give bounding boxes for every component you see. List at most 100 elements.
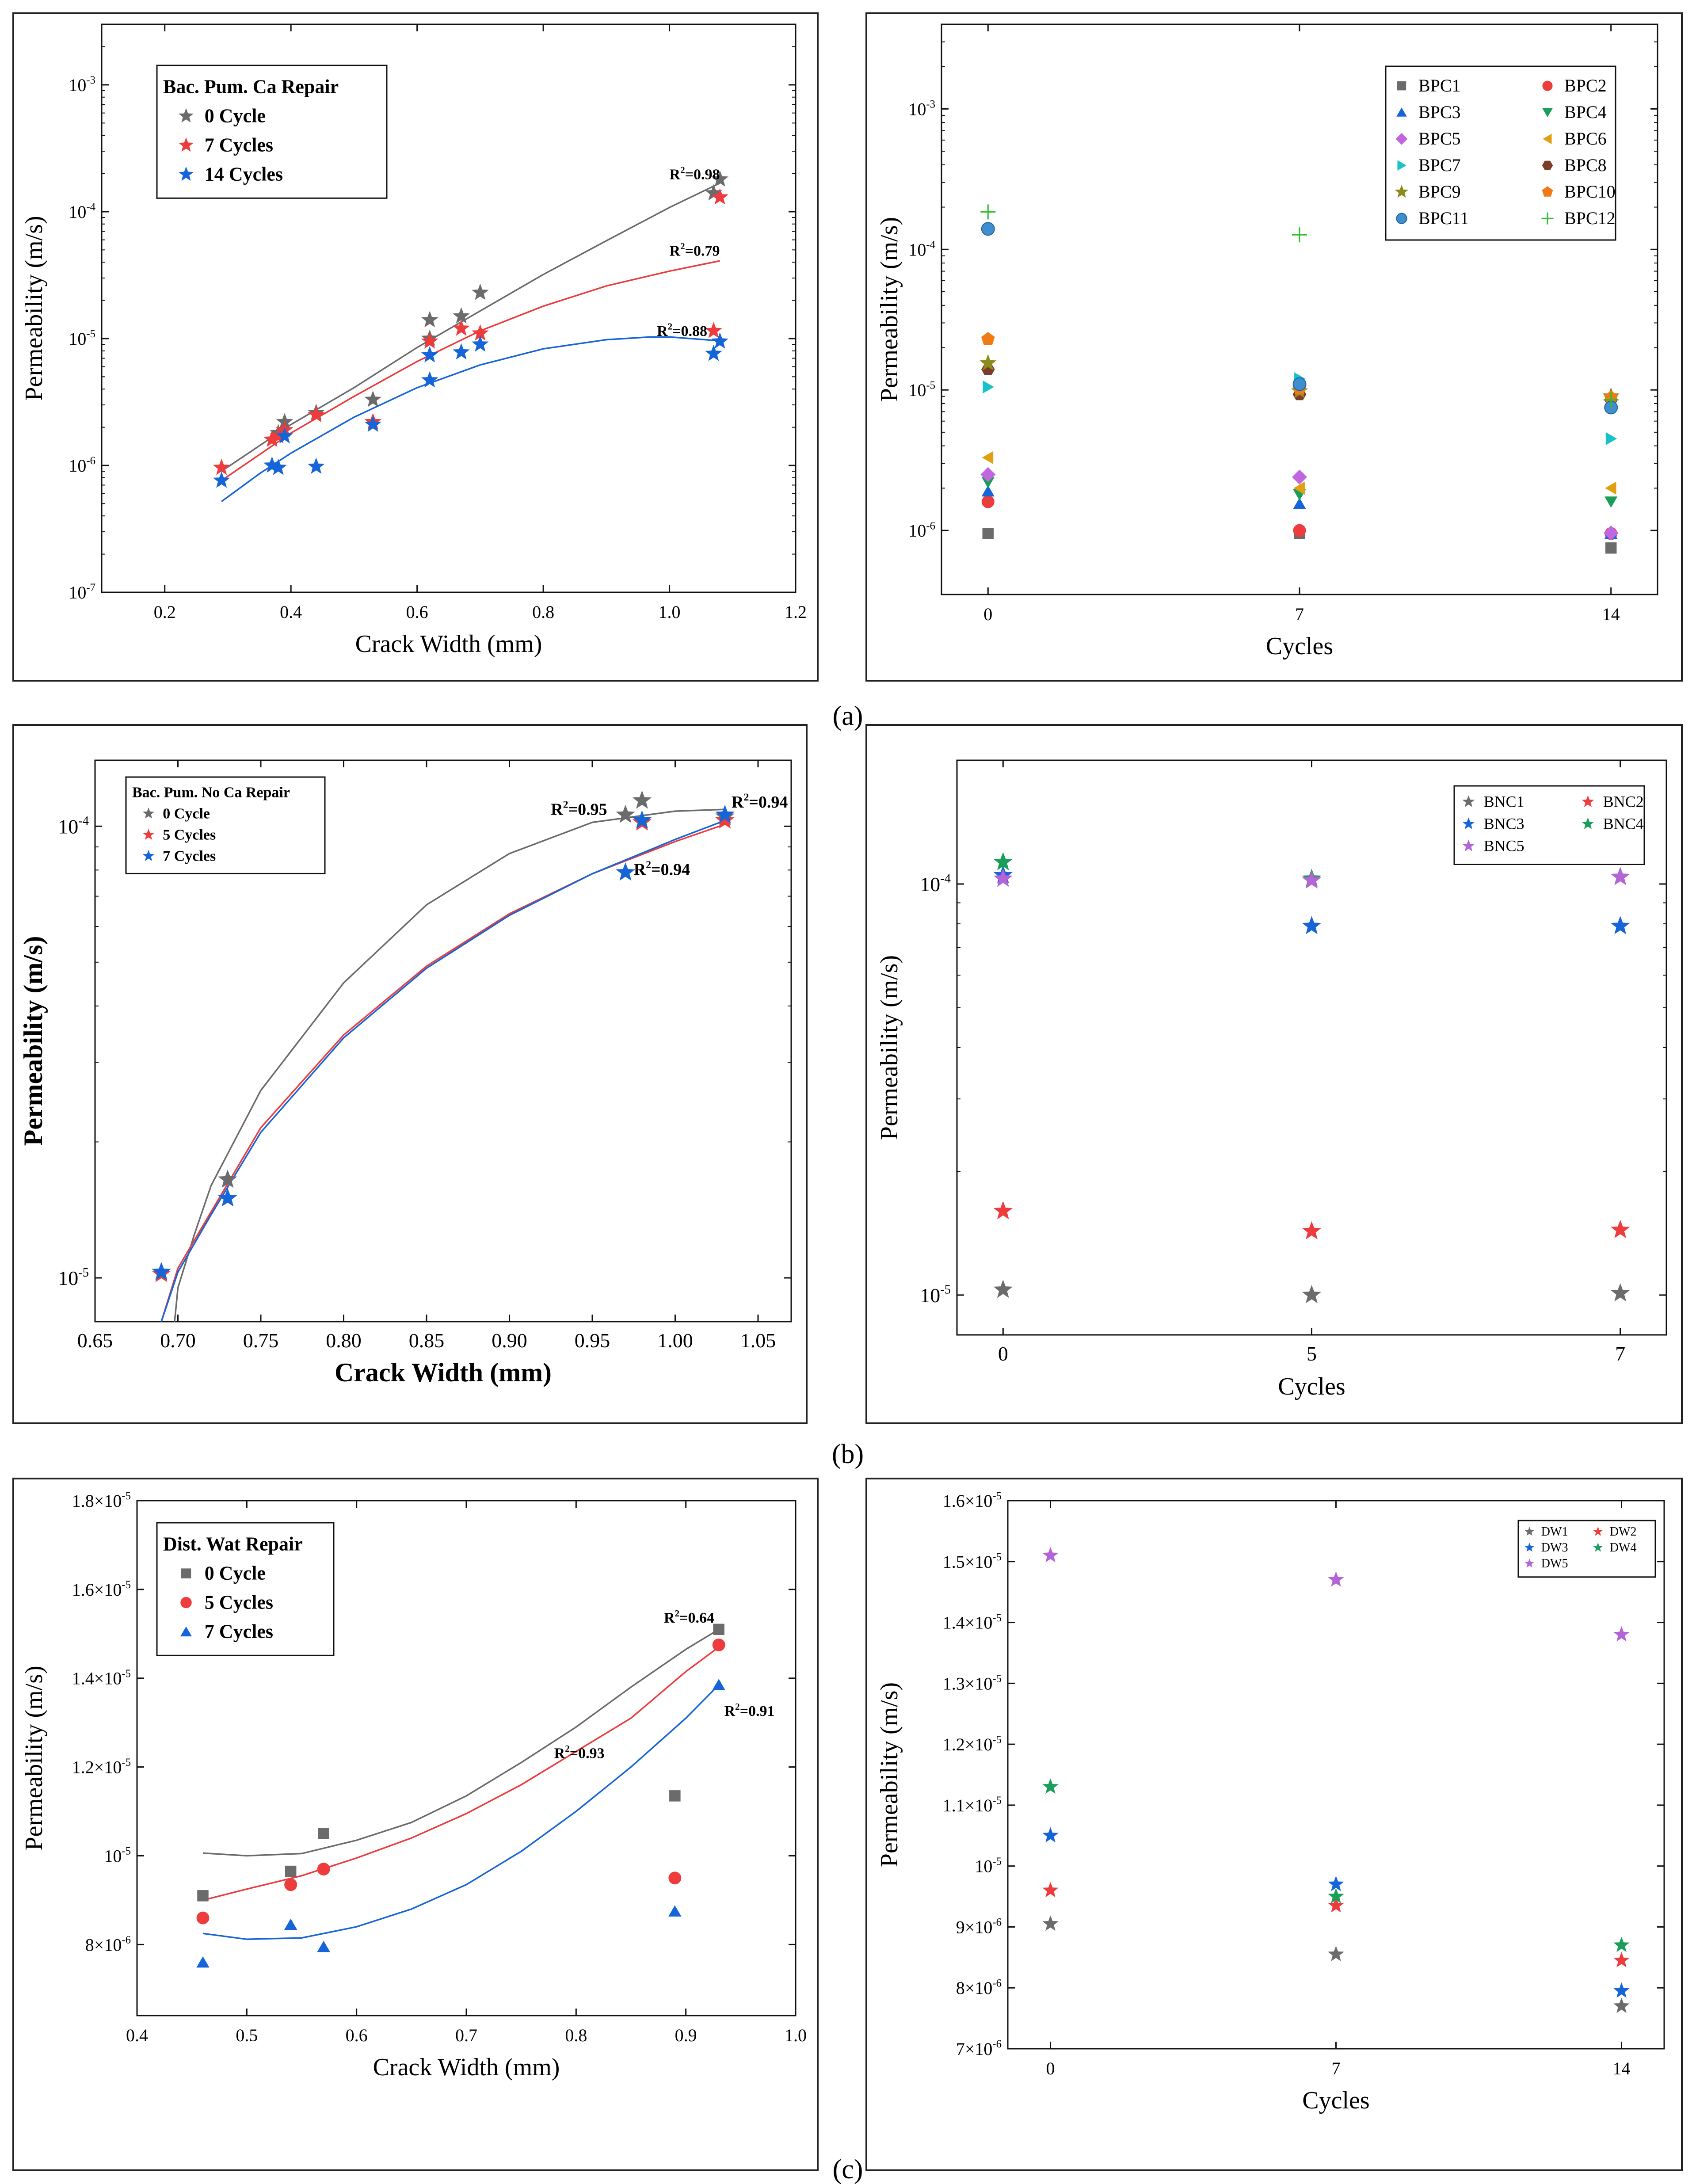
data-point [981, 332, 995, 345]
y-axis-title: Permeability (m/s) [19, 936, 48, 1146]
x-tick-label: 5 [1307, 1342, 1317, 1365]
chart-c-left: 8×10-6 10-5 1.2×10-5 1.4×10-5 1.6×10-5 1.8×10… [12, 1478, 819, 2171]
data-point [1302, 1285, 1322, 1304]
x-tick-label: 1.00 [657, 1329, 693, 1352]
data-point [979, 354, 997, 371]
data-point [632, 810, 652, 829]
r2-label: R2=0.91 [724, 1701, 775, 1719]
y-tick-label: 10-5 [908, 379, 935, 400]
y-tick-label: 1.2×10-5 [943, 1734, 1002, 1754]
y-tick-label: 1.5×10-5 [943, 1551, 1002, 1572]
y-tick-label: 1.2×10-5 [72, 1757, 131, 1777]
fit-curve [160, 823, 725, 1322]
legend-marker [181, 1568, 191, 1578]
y-axis-title: Permeability (m/s) [876, 955, 903, 1140]
data-point [1613, 1982, 1630, 1998]
data-point [263, 431, 281, 447]
data-point [1292, 469, 1307, 485]
data-point [1302, 870, 1322, 889]
legend-label: BPC9 [1418, 182, 1461, 202]
r2-label: R2=0.95 [551, 799, 607, 819]
legend-marker [178, 137, 194, 152]
y-axis-title: Permeability (m/s) [876, 217, 903, 402]
y-tick-label: 8×10-6 [956, 1977, 1002, 1998]
data-point [713, 1624, 724, 1635]
data-point [981, 485, 995, 497]
legend-label: BPC5 [1418, 129, 1461, 149]
data-point [668, 1871, 682, 1885]
data-point [1613, 1997, 1630, 2013]
legend-title: Bac. Pum. Ca Repair [163, 76, 339, 98]
legend-marker [1524, 1558, 1535, 1568]
legend-title: Dist. Wat Repair [163, 1533, 303, 1555]
data-point [1328, 1888, 1344, 1904]
legend-marker [1542, 186, 1553, 197]
data-point [668, 1905, 682, 1917]
legend-label: BPC3 [1418, 102, 1461, 122]
fit-curve [202, 1646, 720, 1901]
legend-marker [1462, 839, 1475, 851]
x-tick-label: 0.4 [280, 602, 302, 622]
data-point [453, 343, 470, 360]
data-point [421, 311, 438, 328]
data-point [1603, 392, 1619, 408]
data-point [421, 346, 438, 362]
y-tick-label: 1.6×10-5 [72, 1579, 131, 1600]
r2-label: R2=0.93 [554, 1743, 605, 1761]
data-point [993, 1201, 1013, 1220]
legend-box [1517, 1520, 1656, 1578]
x-tick-label: 0.90 [492, 1329, 527, 1352]
data-point [993, 869, 1013, 887]
panel-frame [12, 12, 819, 682]
data-point [1611, 867, 1630, 885]
data-point [270, 427, 287, 444]
data-point [1042, 1915, 1059, 1931]
legend-box [1385, 65, 1616, 241]
plot-area [101, 23, 797, 593]
data-point [980, 467, 996, 482]
x-axis-title: Crack Width (mm) [335, 1358, 552, 1387]
legend-marker [1524, 1526, 1535, 1536]
data-point [712, 1638, 725, 1651]
legend-marker [1397, 160, 1406, 171]
data-point [1605, 496, 1618, 508]
legend-marker [142, 828, 155, 840]
data-point [1605, 481, 1616, 495]
data-point [218, 1188, 237, 1207]
y-tick-label: 10-4 [69, 201, 95, 222]
data-point [1605, 542, 1617, 554]
legend-label: 0 Cycle [205, 105, 266, 127]
legend-marker [1541, 212, 1554, 225]
y-tick-label: 10-7 [69, 582, 95, 602]
data-point [1611, 916, 1630, 934]
legend-marker [1396, 213, 1407, 224]
x-tick-label: 0.9 [675, 2025, 697, 2045]
data-point [285, 1865, 297, 1877]
y-tick-label: 1.6×10-5 [943, 1490, 1002, 1511]
data-point [669, 1790, 681, 1802]
y-tick-label: 1.4×10-5 [72, 1668, 131, 1689]
legend-label: DW2 [1610, 1525, 1637, 1539]
data-point [1292, 227, 1307, 243]
y-tick-label: 10-3 [69, 74, 95, 95]
legend-marker [1524, 1542, 1535, 1552]
y-tick-label: 10-4 [920, 872, 951, 896]
chart-b-right: 10-5 10-4 0 5 7 Cycles Permeability (m/s) BNC1 B… [865, 724, 1683, 1424]
data-point [632, 790, 652, 809]
x-tick-label: 0 [983, 604, 992, 624]
legend-label: 14 Cycles [205, 164, 283, 185]
x-tick-label: 0.75 [243, 1329, 279, 1352]
data-point [1328, 1897, 1344, 1913]
y-tick-label: 8×10-6 [85, 1934, 131, 1955]
x-tick-label: 0.8 [532, 602, 554, 622]
r2-label: R2=0.79 [670, 241, 720, 259]
x-tick-label: 0.70 [160, 1329, 196, 1352]
y-tick-label: 10-4 [908, 239, 935, 259]
legend-title: Bac. Pum. No Ca Repair [132, 785, 290, 801]
data-point [705, 322, 722, 339]
legend-label: 5 Cycles [163, 827, 216, 843]
panel-frame [865, 1478, 1683, 2171]
data-point [1603, 525, 1619, 541]
data-point [1611, 1283, 1630, 1302]
